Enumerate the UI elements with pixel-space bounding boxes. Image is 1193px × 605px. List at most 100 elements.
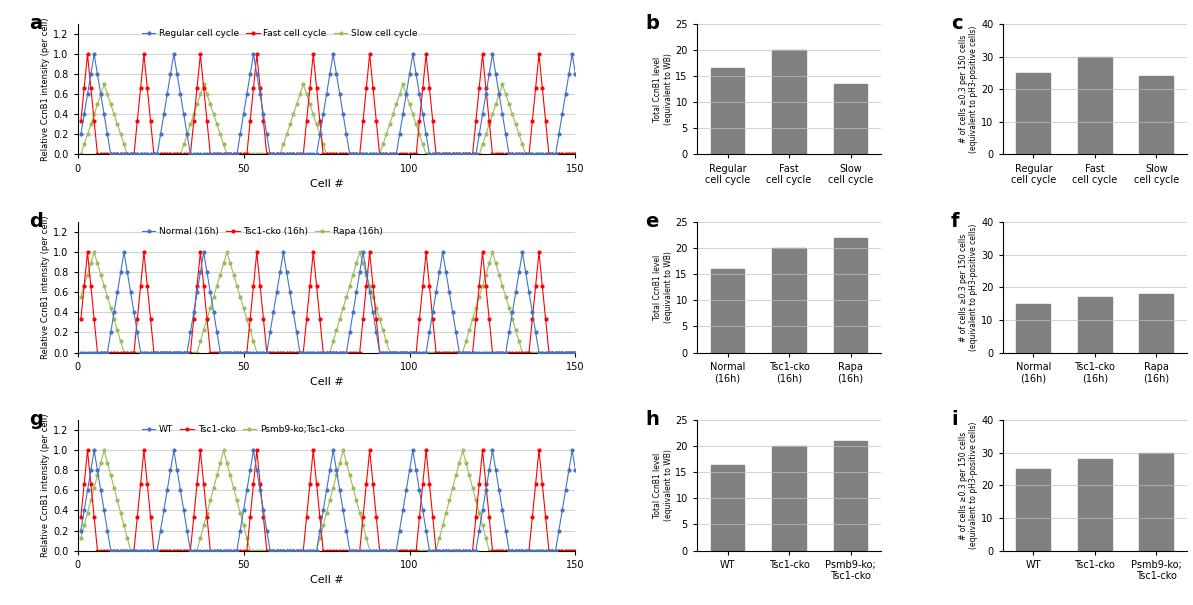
Regular cell cycle — [339, 131, 353, 138]
Bar — [1139, 453, 1173, 551]
Tsc1-cko (16h) — [339, 349, 353, 356]
Psmb9-ko;Tsc1-cko — [422, 547, 437, 554]
WT — [339, 527, 353, 534]
Rapa (16h) — [568, 349, 582, 356]
Regular cell cycle — [489, 71, 503, 78]
Tsc1-cko (16h) — [568, 349, 582, 356]
Slow cell cycle — [419, 151, 433, 158]
Bar — [711, 465, 744, 551]
Normal (16h) — [240, 349, 254, 356]
Bar — [1078, 459, 1112, 551]
Line: Slow cell cycle: Slow cell cycle — [80, 83, 577, 156]
WT — [277, 547, 291, 554]
Text: b: b — [645, 14, 659, 33]
Fast cell cycle — [91, 151, 105, 158]
Fast cell cycle — [339, 151, 353, 158]
Line: Tsc1-cko: Tsc1-cko — [80, 449, 577, 552]
Text: c: c — [951, 14, 963, 33]
Fast cell cycle — [359, 84, 373, 91]
Line: Normal (16h): Normal (16h) — [80, 251, 577, 354]
Text: g: g — [29, 410, 43, 429]
Tsc1-cko (16h) — [489, 349, 503, 356]
Text: e: e — [645, 212, 659, 231]
Slow cell cycle — [336, 151, 351, 158]
Y-axis label: Relative CcnB1 intensity (per cell): Relative CcnB1 intensity (per cell) — [42, 414, 50, 557]
Regular cell cycle — [87, 51, 101, 58]
Tsc1-cko (16h) — [243, 315, 258, 322]
Line: Regular cell cycle: Regular cell cycle — [80, 53, 577, 156]
Y-axis label: # of cells ≥0.3 per 150 cells
(equivalent to pH3-positive cells): # of cells ≥0.3 per 150 cells (equivalen… — [959, 224, 978, 351]
WT — [422, 547, 437, 554]
Tsc1-cko — [277, 547, 291, 554]
WT — [74, 527, 88, 534]
Psmb9-ko;Tsc1-cko — [124, 547, 138, 554]
Fast cell cycle — [277, 151, 291, 158]
Tsc1-cko — [243, 514, 258, 521]
Tsc1-cko — [359, 480, 373, 488]
Psmb9-ko;Tsc1-cko — [97, 446, 111, 454]
Tsc1-cko (16h) — [359, 282, 373, 289]
X-axis label: Cell #: Cell # — [310, 575, 344, 585]
Bar — [772, 248, 806, 353]
Fast cell cycle — [243, 117, 258, 125]
Rapa (16h) — [74, 293, 88, 301]
Normal (16h) — [117, 249, 131, 256]
Bar — [834, 238, 867, 353]
Y-axis label: Relative CcnB1 intensity (per cell): Relative CcnB1 intensity (per cell) — [42, 215, 50, 359]
Psmb9-ko;Tsc1-cko — [277, 547, 291, 554]
Psmb9-ko;Tsc1-cko — [489, 547, 503, 554]
Normal (16h) — [74, 349, 88, 356]
Legend: WT, Tsc1-cko, Psmb9-ko;Tsc1-cko: WT, Tsc1-cko, Psmb9-ko;Tsc1-cko — [142, 425, 345, 434]
Rapa (16h) — [489, 260, 503, 267]
Slow cell cycle — [273, 151, 288, 158]
Line: Fast cell cycle: Fast cell cycle — [80, 53, 577, 156]
Normal (16h) — [273, 269, 288, 276]
WT — [243, 466, 258, 474]
Tsc1-cko (16h) — [80, 249, 94, 256]
Fast cell cycle — [74, 117, 88, 125]
Bar — [834, 84, 867, 154]
Normal (16h) — [419, 349, 433, 356]
Y-axis label: Total CcnB1 level
(equivalent to WB): Total CcnB1 level (equivalent to WB) — [653, 252, 673, 323]
Regular cell cycle — [104, 151, 118, 158]
Regular cell cycle — [74, 131, 88, 138]
Tsc1-cko (16h) — [74, 315, 88, 322]
Regular cell cycle — [243, 71, 258, 78]
Slow cell cycle — [356, 151, 370, 158]
Bar — [834, 441, 867, 551]
X-axis label: Cell #: Cell # — [310, 377, 344, 387]
Tsc1-cko — [489, 547, 503, 554]
Rapa (16h) — [339, 293, 353, 301]
Fast cell cycle — [422, 84, 437, 91]
Bar — [711, 269, 744, 353]
Bar — [1139, 294, 1173, 353]
Normal (16h) — [568, 349, 582, 356]
Text: h: h — [645, 410, 659, 429]
Slow cell cycle — [97, 80, 111, 88]
WT — [87, 446, 101, 454]
Y-axis label: Relative CcnB1 intensity (per cell): Relative CcnB1 intensity (per cell) — [42, 18, 50, 161]
Text: a: a — [30, 14, 43, 33]
Regular cell cycle — [422, 151, 437, 158]
WT — [104, 547, 118, 554]
Text: f: f — [951, 212, 959, 231]
Bar — [1016, 304, 1050, 353]
WT — [568, 466, 582, 474]
Tsc1-cko — [422, 480, 437, 488]
Tsc1-cko — [74, 514, 88, 521]
Legend: Normal (16h), Tsc1-cko (16h), Rapa (16h): Normal (16h), Tsc1-cko (16h), Rapa (16h) — [142, 227, 383, 236]
Tsc1-cko — [91, 547, 105, 554]
Y-axis label: Total CcnB1 level
(equivalent to WB): Total CcnB1 level (equivalent to WB) — [653, 450, 673, 522]
Normal (16h) — [356, 249, 370, 256]
WT — [489, 466, 503, 474]
Regular cell cycle — [277, 151, 291, 158]
Tsc1-cko (16h) — [277, 349, 291, 356]
Psmb9-ko;Tsc1-cko — [74, 534, 88, 541]
Fast cell cycle — [80, 51, 94, 58]
Bar — [772, 50, 806, 154]
Line: WT: WT — [80, 449, 577, 552]
Bar — [1016, 73, 1050, 154]
Bar — [1078, 297, 1112, 353]
Psmb9-ko;Tsc1-cko — [339, 459, 353, 466]
Tsc1-cko (16h) — [422, 282, 437, 289]
